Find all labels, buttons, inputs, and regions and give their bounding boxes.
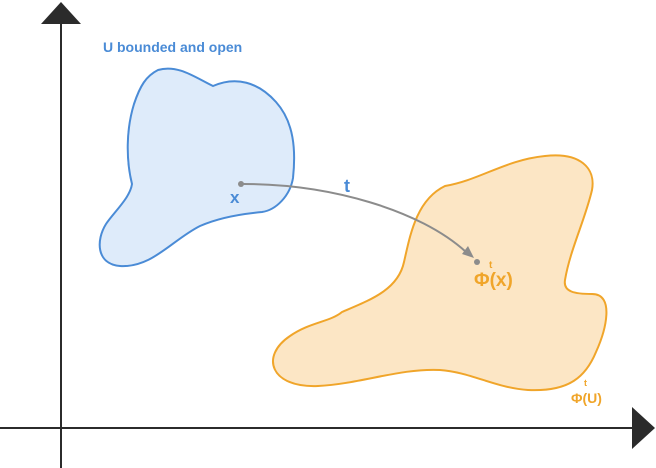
- flow-arrow-head: [462, 246, 474, 258]
- flow-arrow: [242, 183, 467, 253]
- label-phi-u: Φ(U): [571, 390, 602, 406]
- label-region-u: U bounded and open: [103, 39, 242, 55]
- label-phi-x-superscript: t: [489, 260, 493, 271]
- point-phi-x-dot: [474, 259, 480, 265]
- label-time-t: t: [344, 176, 350, 196]
- y-axis-arrowhead: [41, 2, 81, 24]
- label-phi-u-superscript: t: [584, 378, 587, 388]
- label-phi-x: Φ(x): [474, 270, 513, 291]
- region-phi-u: [272, 154, 608, 392]
- x-axis-arrowhead: [632, 407, 655, 449]
- point-x-dot: [238, 181, 244, 187]
- region-u: [98, 67, 296, 268]
- label-point-x: x: [230, 188, 240, 207]
